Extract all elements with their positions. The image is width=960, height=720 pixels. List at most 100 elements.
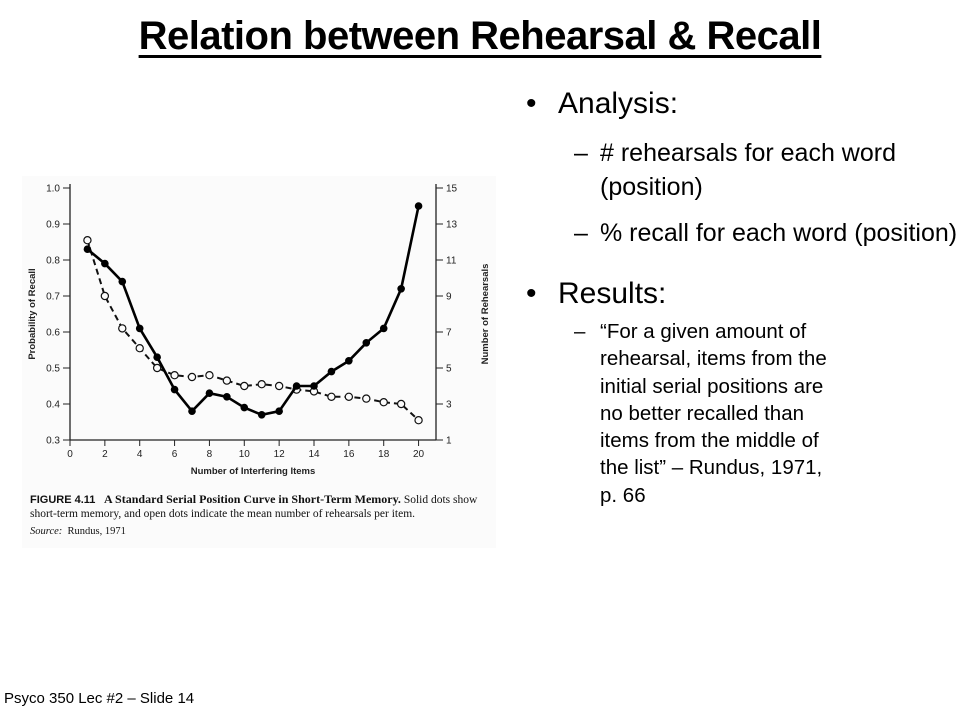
y2-axis-label: Number of Rehearsals: [480, 264, 491, 365]
recall-data-point: [223, 393, 231, 401]
bullet-dot: •: [526, 277, 537, 310]
rehearsals-data-point: [83, 235, 92, 245]
recall-data-point: [135, 324, 144, 333]
sub-bullet-rehearsals: – # rehearsals for each word (position): [516, 136, 960, 204]
y-tick-label: 0.9: [46, 220, 60, 231]
quote-line: “For a given amount of: [600, 320, 807, 343]
rehearsals-data-point: [205, 370, 214, 380]
recall-data-point: [118, 277, 127, 286]
y2-tick-label: 9: [446, 292, 452, 303]
results-quote: – “For a given amount of rehearsal, item…: [516, 318, 960, 509]
x-tick-label: 0: [67, 449, 73, 460]
rehearsals-data-point: [240, 381, 249, 391]
source-text: Rundus, 1971: [67, 526, 126, 537]
quote-line: items from the middle of: [600, 429, 819, 453]
rehearsals-data-point: [379, 397, 388, 407]
y-tick-label: 0.4: [46, 400, 60, 411]
recall-data-point: [83, 245, 92, 253]
recall-data-point: [292, 382, 301, 390]
figure-source: Source: Rundus, 1971: [30, 525, 492, 539]
rehearsals-data-point: [152, 363, 162, 373]
figure-caption: FIGURE 4.11 A Standard Serial Position C…: [30, 492, 492, 539]
rehearsals-data-point: [414, 415, 423, 425]
figure-title: A Standard Serial Position Curve in Shor…: [104, 492, 401, 506]
recall-data-point: [170, 385, 179, 394]
x-tick-label: 12: [274, 449, 286, 460]
slide-title: Relation between Rehearsal & Recall: [138, 14, 822, 58]
dash: –: [574, 139, 588, 167]
figure-text: Solid dots show short-term memory, and o…: [30, 494, 478, 520]
quote-line: initial serial positions are: [600, 374, 824, 398]
recall-series-line: [86, 205, 420, 417]
y-tick-label: 1.0: [46, 184, 60, 195]
y2-tick-label: 13: [446, 220, 458, 231]
rehearsals-data-point: [222, 376, 232, 385]
recall-data-point: [275, 407, 283, 415]
slide-footer: Psyco 350 Lec #2 – Slide 14: [4, 690, 195, 707]
x-tick-label: 18: [378, 449, 390, 460]
quote-line: p. 66: [600, 483, 646, 507]
x-tick-label: 10: [239, 449, 251, 460]
y2-tick-label: 1: [446, 436, 452, 447]
y-tick-label: 0.3: [46, 436, 60, 447]
x-tick-label: 20: [413, 449, 425, 460]
recall-data-point: [240, 403, 249, 412]
rehearsals-data-point: [274, 381, 284, 391]
y-tick-label: 0.8: [46, 256, 60, 267]
dash: –: [574, 320, 586, 343]
rehearsals-data-point: [362, 394, 371, 403]
x-tick-label: 4: [137, 449, 143, 460]
bullet-analysis: • Analysis:: [516, 84, 960, 124]
rehearsals-data-point: [118, 324, 127, 333]
dash: –: [574, 219, 588, 247]
bullet-analysis-label: Analysis:: [558, 87, 679, 120]
rehearsals-data-point: [135, 343, 144, 353]
x-tick-label: 8: [207, 449, 213, 460]
recall-data-point: [188, 407, 196, 415]
bullet-results: • Results:: [516, 274, 960, 314]
x-tick-label: 6: [172, 449, 178, 460]
rehearsals-data-point: [100, 291, 110, 301]
recall-data-point: [397, 285, 405, 293]
x-axis-label: Number of Interfering Items: [191, 466, 316, 477]
rehearsals-data-point: [344, 392, 354, 401]
recall-data-point: [153, 353, 161, 361]
recall-data-point: [362, 339, 371, 347]
recall-data-point: [310, 382, 318, 390]
quote-line: no better recalled than: [600, 401, 804, 425]
rehearsals-data-point: [187, 372, 197, 382]
recall-data-point: [414, 202, 423, 210]
y-tick-label: 0.5: [46, 364, 60, 375]
rehearsals-data-point: [327, 392, 336, 401]
quote-line: rehearsal, items from the: [600, 347, 827, 371]
rehearsals-data-point: [170, 370, 179, 380]
quote-line: the list” – Rundus, 1971,: [600, 456, 823, 480]
sub-bullet-recall-text: % recall for each word (position): [600, 219, 958, 247]
recall-data-point: [257, 411, 266, 419]
bullet-dot: •: [526, 87, 537, 120]
sub-bullet-rehearsals-text: # rehearsals for each word (position): [600, 139, 896, 201]
sub-bullet-recall: – % recall for each word (position): [516, 216, 960, 250]
bullet-results-label: Results:: [558, 277, 667, 310]
bullet-list: • Analysis: – # rehearsals for each word…: [516, 84, 960, 509]
y-axis-label: Probability of Recall: [27, 268, 38, 359]
y-tick-label: 0.6: [46, 328, 60, 339]
recall-data-point: [345, 357, 353, 365]
recall-data-point: [379, 324, 388, 333]
y-tick-label: 0.7: [46, 292, 60, 303]
recall-data-point: [205, 389, 214, 397]
rehearsals-data-point: [396, 399, 406, 409]
x-tick-label: 2: [102, 449, 108, 460]
y2-tick-label: 11: [446, 256, 457, 267]
y2-tick-label: 7: [446, 328, 452, 339]
figure-label: FIGURE 4.11: [30, 494, 96, 506]
y2-tick-label: 3: [446, 400, 452, 411]
source-label: Source:: [30, 526, 63, 537]
y2-tick-label: 15: [446, 184, 458, 195]
rehearsals-data-point: [257, 379, 266, 389]
y2-tick-label: 5: [446, 364, 452, 375]
recall-data-point: [101, 259, 109, 268]
x-tick-label: 16: [343, 449, 355, 460]
recall-data-point: [327, 367, 336, 376]
